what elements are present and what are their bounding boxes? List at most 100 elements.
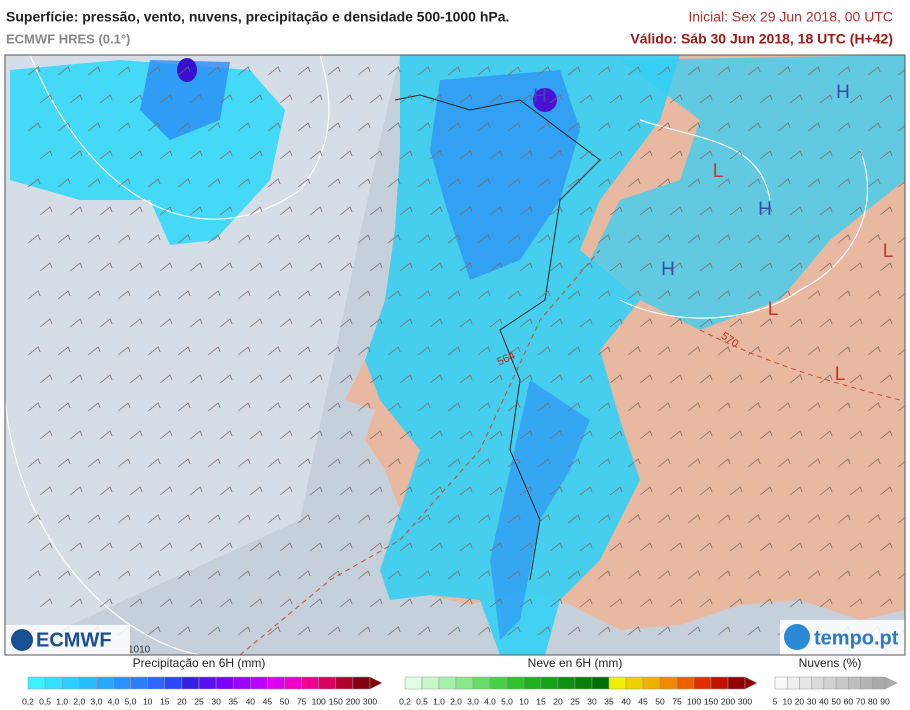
wind-barb [369, 430, 383, 440]
wind-barb [369, 542, 383, 552]
wind-barb [189, 542, 203, 552]
wind-barb [669, 542, 683, 552]
wind-barb [699, 430, 713, 440]
wind-barb [627, 66, 641, 76]
wind-barb [837, 234, 851, 244]
legend-swatch [860, 676, 874, 690]
legend-swatch [540, 676, 559, 690]
pressure-centers: H H H H L L L L [533, 82, 893, 385]
legend-swatch [61, 676, 80, 690]
wind-barb [237, 66, 251, 76]
wind-barb [807, 402, 821, 412]
legend-swatch [438, 676, 457, 690]
legend-tick-label: 2,0 [73, 696, 85, 706]
wind-barb [99, 150, 113, 160]
wind-barb [729, 262, 743, 272]
wind-barb [669, 486, 683, 496]
wind-barb [597, 66, 611, 76]
legend-tick-label: 1,0 [433, 696, 445, 706]
wind-barb [267, 178, 281, 188]
legend-swatch [799, 676, 812, 690]
wind-barb [729, 150, 743, 160]
wind-barb [297, 66, 311, 76]
pressure-center: H [758, 199, 772, 220]
wind-barb [879, 150, 893, 160]
wind-barb [267, 122, 281, 132]
wind-barb [567, 458, 581, 468]
wind-barb [747, 234, 761, 244]
wind-barb [669, 262, 683, 272]
wind-barb [129, 374, 143, 384]
wind-barb [729, 542, 743, 552]
wind-barb [309, 430, 323, 440]
wind-barb [159, 262, 173, 272]
wind-barb [549, 598, 563, 608]
wind-barb [609, 486, 623, 496]
wind-barb [789, 150, 803, 160]
wind-barb [417, 290, 431, 300]
wind-barb [327, 290, 341, 300]
wind-barb [777, 514, 791, 524]
wind-barb [477, 346, 491, 356]
wind-barb [579, 430, 593, 440]
legend-tick-label: 0,5 [39, 696, 51, 706]
wind-barb [609, 598, 623, 608]
wind-barb [309, 150, 323, 160]
wind-barb [177, 626, 191, 636]
wind-barb [327, 66, 341, 76]
wind-barb [339, 206, 353, 216]
wind-barb [309, 262, 323, 272]
wind-barb [309, 598, 323, 608]
wind-barb [159, 150, 173, 160]
wind-barb [417, 626, 431, 636]
wind-barb [279, 542, 293, 552]
wind-barb [879, 262, 893, 272]
wind-barb [237, 234, 251, 244]
wind-barb [579, 318, 593, 328]
wind-barb [837, 66, 851, 76]
wind-barb [447, 458, 461, 468]
wind-barb [447, 514, 461, 524]
logo-icon [784, 624, 810, 650]
wind-barb [867, 346, 881, 356]
wind-barb [237, 570, 251, 580]
wind-barb [837, 122, 851, 132]
wind-barb [609, 542, 623, 552]
wind-barb [147, 570, 161, 580]
wind-barb [279, 374, 293, 384]
wind-barb [399, 262, 413, 272]
wind-barb [537, 346, 551, 356]
wind-barb [387, 66, 401, 76]
wind-barb [117, 234, 131, 244]
model-label: ECMWF HRES (0.1°) [6, 31, 130, 46]
wind-barb [297, 290, 311, 300]
wind-barb [357, 626, 371, 636]
wind-barb [39, 486, 53, 496]
wind-barb [249, 374, 263, 384]
wind-barb [207, 402, 221, 412]
wind-barb [567, 570, 581, 580]
wind-barb [507, 514, 521, 524]
wind-barb [867, 122, 881, 132]
wind-barb [819, 542, 833, 552]
wind-barb [267, 290, 281, 300]
legend-swatch [642, 676, 661, 690]
wind-barb [249, 430, 263, 440]
wind-barb [57, 234, 71, 244]
legend-tick-label: 40 [621, 696, 631, 706]
initial-time: Inicial: Sex 29 Jun 2018, 00 UTC [688, 9, 893, 25]
legend-tick-label: 5,0 [125, 696, 137, 706]
wind-barb [177, 458, 191, 468]
wind-barb [687, 514, 701, 524]
wind-barb [87, 570, 101, 580]
wind-barb [189, 318, 203, 328]
legend-swatch [848, 676, 861, 690]
map-title: Superfície: pressão, vento, nuvens, prec… [6, 9, 509, 25]
wind-barb [207, 234, 221, 244]
wind-barb [309, 94, 323, 104]
wind-barb [657, 402, 671, 412]
wind-barb [219, 94, 233, 104]
wind-barb [777, 234, 791, 244]
wind-barb [27, 290, 41, 300]
